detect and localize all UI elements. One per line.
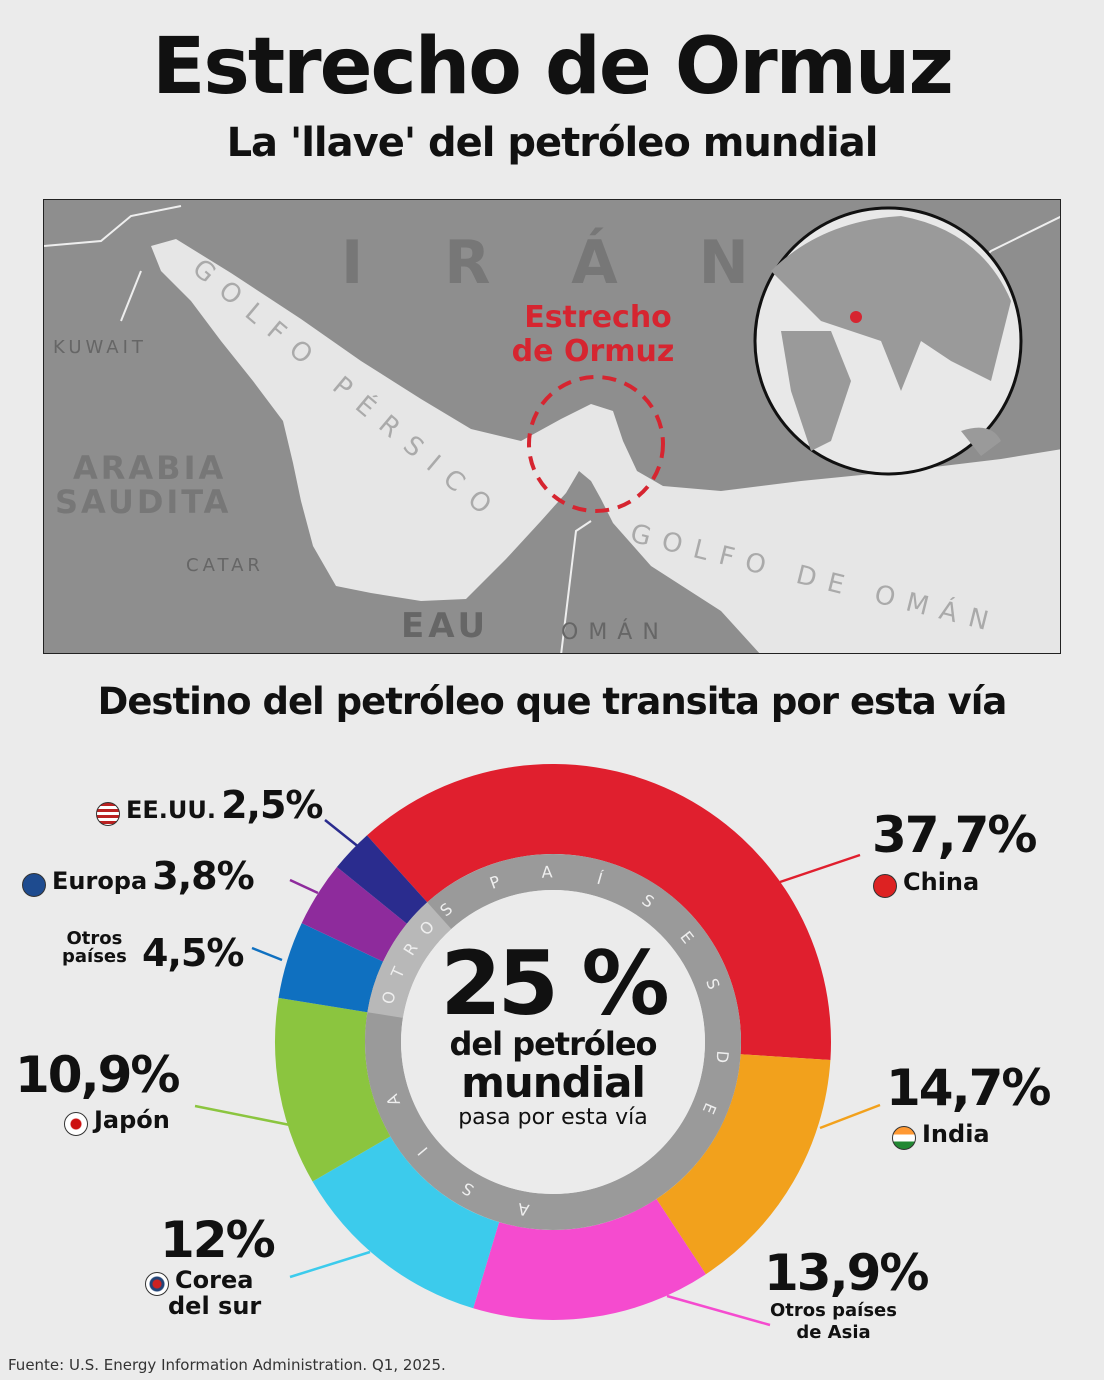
page-title: Estrecho de Ormuz (152, 22, 954, 112)
globe (753, 206, 1023, 476)
label-oman: OMÁN (561, 619, 669, 645)
slice-ee-uu- (336, 835, 428, 924)
leader-line (666, 1294, 771, 1327)
us-flag-icon (96, 801, 120, 826)
leader-line (819, 1103, 881, 1130)
label-strait-2: de Ormuz (512, 334, 675, 369)
slice-china (366, 764, 831, 1061)
ring-asia (365, 854, 741, 1230)
section-title: Destino del petróleo que transita por es… (97, 680, 1008, 723)
leader-line (289, 1250, 371, 1279)
borders (44, 205, 1060, 653)
slice-jap-n (275, 997, 391, 1182)
label-korea-2: del sur (168, 1292, 262, 1320)
leader-line (779, 853, 861, 884)
center-text: 25 % del petróleo mundial pasa por esta … (360, 940, 746, 1132)
china-flag-icon (873, 873, 897, 898)
value-other-asia: 13,9% (764, 1244, 929, 1302)
leader-line (324, 819, 361, 849)
label-strait-1: Estrecho (524, 300, 672, 335)
value-korea: 12% (160, 1211, 276, 1269)
eu-flag-icon (22, 872, 46, 897)
label-saudi-1: ARABIA (73, 449, 226, 487)
label-saudi-2: SAUDITA (55, 483, 231, 521)
value-japan: 10,9% (15, 1046, 180, 1104)
map-svg: I R Á N Estrecho de Ormuz KUWAIT ARABIA … (44, 205, 1060, 653)
ring-letter: D (712, 1050, 732, 1064)
value-india: 14,7% (886, 1059, 1051, 1117)
globe-marker (850, 311, 862, 323)
japan-flag-icon (64, 1111, 88, 1136)
label-japan: Japón (64, 1108, 170, 1136)
korea-flag-icon (145, 1271, 169, 1296)
slice-corea-del-sur (312, 1136, 500, 1309)
label-kuwait: KUWAIT (53, 337, 147, 358)
ring-letter: Í (595, 869, 605, 889)
slice-otros-pa-ses-de-asia (473, 1199, 706, 1320)
center-disc (401, 890, 705, 1194)
value-china: 37,7% (872, 806, 1037, 864)
label-europe: Europa 3,8% (22, 857, 255, 897)
sea (151, 239, 1060, 653)
slice-india (656, 1054, 831, 1275)
ring-letter: A (516, 1199, 530, 1220)
label-china: China (873, 870, 979, 898)
ring-letter: A (541, 862, 553, 881)
center-line2: mundial (461, 1057, 646, 1107)
page-subtitle: La 'llave' del petróleo mundial (226, 120, 879, 166)
center-big: 25 % (440, 932, 669, 1035)
center-line3: pasa por esta vía (458, 1104, 648, 1130)
label-qatar: CATAR (186, 555, 264, 576)
label-other-countries: Otros países (62, 928, 127, 967)
ring-otros (367, 902, 452, 1019)
label-other-asia: Otros países de Asia (770, 1300, 897, 1343)
leader-line (251, 946, 283, 962)
source-note: Fuente: U.S. Energy Information Administ… (8, 1356, 446, 1374)
slice-europa (301, 867, 407, 962)
label-korea: Corea (145, 1268, 253, 1296)
slice-otros-pa-ses (278, 923, 384, 1013)
value-other-countries: 4,5% (142, 931, 244, 975)
strait-circle (527, 375, 665, 513)
center-line1: del petróleo (449, 1025, 657, 1063)
label-iran: I R Á N (341, 227, 779, 298)
leader-line (289, 878, 319, 895)
label-india: India (892, 1122, 990, 1150)
label-uae: EAU (401, 606, 489, 646)
leader-line (194, 1104, 291, 1127)
label-usa: EE.UU. 2,5% (96, 786, 323, 826)
ring-letter-otros: O (378, 989, 400, 1006)
india-flag-icon (892, 1125, 916, 1150)
map: I R Á N Estrecho de Ormuz KUWAIT ARABIA … (43, 199, 1061, 654)
